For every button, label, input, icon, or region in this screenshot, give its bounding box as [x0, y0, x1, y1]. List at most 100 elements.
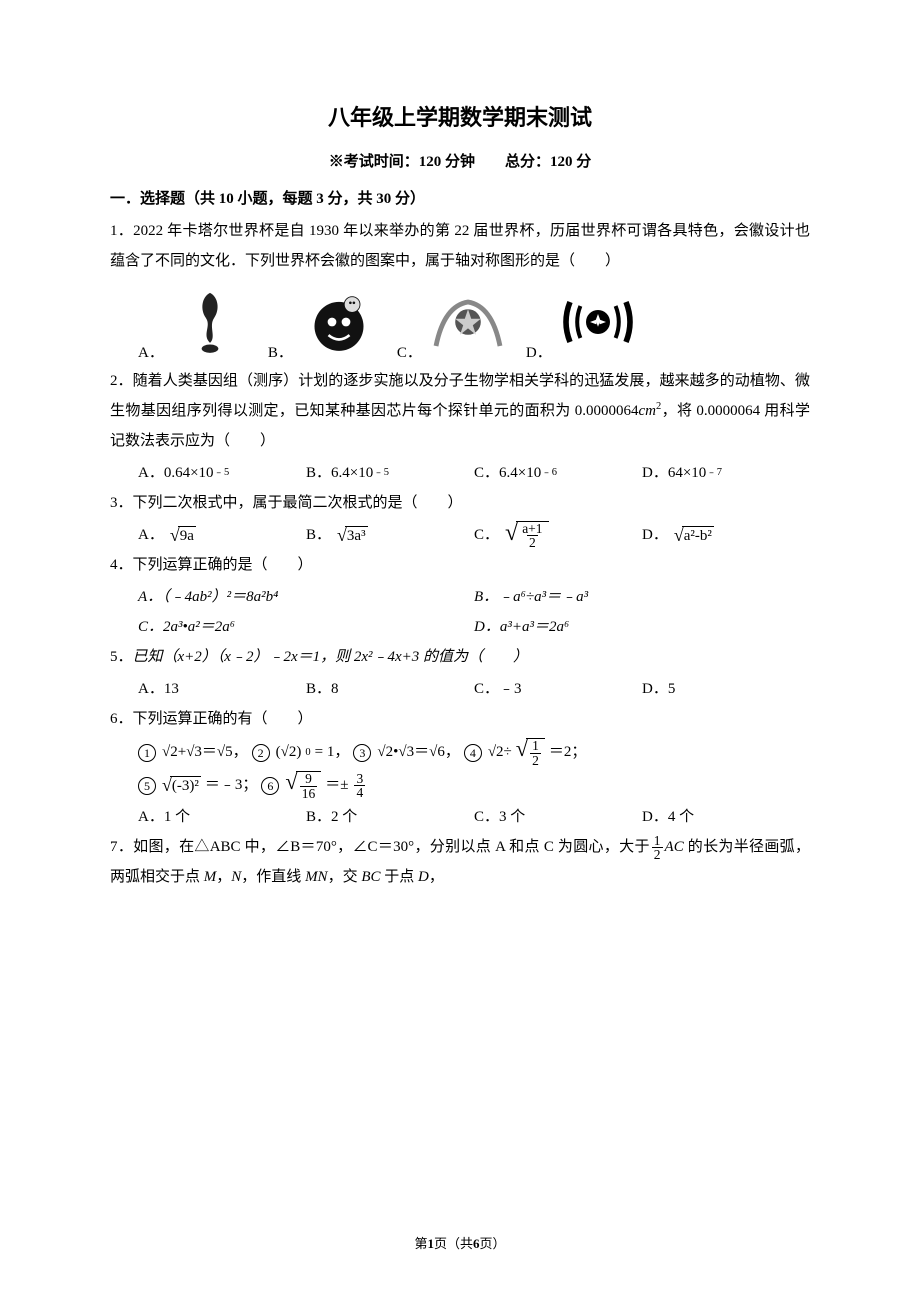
q7-frac: 12 [652, 834, 663, 862]
q1-optA-label: A． [138, 341, 164, 362]
q4-option-B: B．﹣a⁶÷a³＝﹣a³ [474, 582, 810, 612]
q5-option-A: A．13 [138, 674, 306, 704]
q7-text1: 如图，在△ABC 中，∠B＝70°，∠C＝30°，分别以点 A 和点 C 为圆心… [133, 839, 650, 855]
exam-page: 八年级上学期数学期末测试 ※考试时间：120 分钟 总分：120 分 一．选择题… [0, 0, 920, 1302]
q2-optD-text: D．64×10 [642, 458, 706, 488]
q5-optC-text: C．﹣3 [474, 674, 522, 704]
q6-item6-rden: 4 [354, 785, 365, 800]
q4-number: 4． [110, 557, 133, 573]
q3-optC-frac: a+12 [516, 521, 548, 550]
q6-option-C: C．3 个 [474, 802, 642, 832]
q6-item4-num: 1 [530, 739, 541, 753]
q5-number: 5． [110, 649, 133, 665]
q6-optA-text: A．1 个 [138, 802, 190, 832]
q1-option-D: D． [526, 282, 638, 362]
q6-options: A．1 个 B．2 个 C．3 个 D．4 个 [110, 802, 810, 832]
question-6: 6．下列运算正确的有（ ） [110, 704, 810, 734]
q3-optD-rad: a²-b² [682, 526, 714, 545]
q3-optB-label: B． [306, 520, 331, 550]
sqrt-icon: √12 [516, 738, 545, 767]
q6-item4-den: 2 [530, 753, 541, 768]
q5-optB-text: B．8 [306, 674, 339, 704]
exam-subtitle: ※考试时间：120 分钟 总分：120 分 [110, 150, 810, 171]
logo-c-icon [428, 282, 508, 362]
q6-option-D: D．4 个 [642, 802, 810, 832]
q3-optA-rad: 9a [178, 526, 196, 545]
q2-option-A: A．0.64×10﹣5 [138, 458, 306, 488]
q2-option-D: D．64×10﹣7 [642, 458, 810, 488]
q6-option-A: A．1 个 [138, 802, 306, 832]
q6-optC-text: C．3 个 [474, 802, 525, 832]
circled-6-icon: 6 [261, 777, 279, 795]
q6-item5-rad: (-3)² [170, 776, 201, 795]
q6-items-line2: 5√(-3)²＝﹣3； 6√916＝±34 [110, 769, 810, 802]
q6-item6-num: 9 [303, 772, 314, 786]
logo-b-icon [299, 282, 379, 362]
q6-item6-den: 16 [300, 786, 318, 801]
circled-4-icon: 4 [464, 744, 482, 762]
q4-optD-text: D．a³+a³＝2a⁶ [474, 612, 569, 642]
q7-ac: AC [665, 839, 684, 855]
q6-text: 下列运算正确的有（ ） [133, 711, 313, 727]
logo-a-icon [170, 282, 250, 362]
q6-optB-text: B．2 个 [306, 802, 357, 832]
q6-number: 6． [110, 711, 133, 727]
q5-optD-text: D．5 [642, 674, 675, 704]
q4-optB-text: B．﹣a⁶÷a³＝﹣a³ [474, 582, 588, 612]
q2-options: A．0.64×10﹣5 B．6.4×10﹣5 C．6.4×10﹣6 D．64×1… [110, 458, 810, 488]
question-1: 1．2022 年卡塔尔世界杯是自 1930 年以来举办的第 22 届世界杯，历届… [110, 216, 810, 276]
q3-option-A: A． √9a [138, 520, 306, 550]
q4-optA-text: A．（﹣4ab²）²＝8a²b⁴ [138, 582, 278, 612]
circled-1-icon: 1 [138, 744, 156, 762]
q5-option-D: D．5 [642, 674, 810, 704]
q5-option-C: C．﹣3 [474, 674, 642, 704]
page-footer: 第1页（共6页） [0, 1233, 920, 1252]
q6-item2a: (√2) [276, 736, 302, 769]
section-1-heading: 一．选择题（共 10 小题，每题 3 分，共 30 分） [110, 187, 810, 208]
q3-optD-label: D． [642, 520, 668, 550]
q6-optD-text: D．4 个 [642, 802, 694, 832]
q3-optC-num: a+1 [520, 522, 544, 536]
q1-optC-label: C． [397, 341, 422, 362]
q6-item5b: ＝﹣3； [205, 769, 258, 802]
q6-item4a: √2÷ [488, 736, 512, 769]
sqrt-icon: √916 [285, 771, 321, 800]
q3-number: 3． [110, 495, 133, 511]
q1-number: 1． [110, 223, 133, 239]
circled-2-icon: 2 [252, 744, 270, 762]
q6-item4b: ＝2； [549, 736, 587, 769]
q1-option-C: C． [397, 282, 508, 362]
q6-items-line1: 1√2+√3＝√5， 2(√2)0 = 1， 3√2•√3＝√6， 4√2÷√1… [110, 736, 810, 769]
q5-option-B: B．8 [306, 674, 474, 704]
q2-optB-text: B．6.4×10 [306, 458, 373, 488]
logo-d-icon [558, 282, 638, 362]
foot-mid: 页（共 [434, 1236, 473, 1251]
q6-item6-rnum: 3 [354, 772, 365, 786]
q7-frac-num: 1 [652, 834, 663, 848]
q4-text: 下列运算正确的是（ ） [133, 557, 313, 573]
sqrt-icon: √(-3)² [162, 776, 201, 795]
q3-option-C: C． √a+12 [474, 520, 642, 550]
q3-option-B: B． √3a³ [306, 520, 474, 550]
foot-pre: 第 [414, 1236, 427, 1251]
question-3: 3．下列二次根式中，属于最简二次根式的是（ ） [110, 488, 810, 518]
sqrt-icon: √a²-b² [674, 526, 714, 545]
q7-frac-den: 2 [652, 847, 663, 862]
q3-optC-den: 2 [527, 535, 538, 550]
q6-item3: √2•√3＝√6， [377, 736, 459, 769]
q7-number: 7． [110, 839, 133, 855]
q2-number: 2． [110, 373, 133, 389]
q5-text: 已知（x+2）（x﹣2）﹣2x＝1，则 2x²﹣4x+3 的值为（ ） [133, 649, 529, 665]
q6-option-B: B．2 个 [306, 802, 474, 832]
q6-item6b: ＝± [325, 769, 348, 802]
q2-option-C: C．6.4×10﹣6 [474, 458, 642, 488]
sqrt-icon: √a+12 [505, 521, 549, 550]
circled-3-icon: 3 [353, 744, 371, 762]
q1-optB-label: B． [268, 341, 293, 362]
q1-option-B: B． [268, 282, 379, 362]
q3-optC-label: C． [474, 520, 499, 550]
q3-text: 下列二次根式中，属于最简二次根式的是（ ） [133, 495, 463, 511]
q3-optB-rad: 3a³ [345, 526, 368, 545]
q4-option-C: C．2a³•a²＝2a⁶ [138, 612, 474, 642]
q3-optA-label: A． [138, 520, 164, 550]
